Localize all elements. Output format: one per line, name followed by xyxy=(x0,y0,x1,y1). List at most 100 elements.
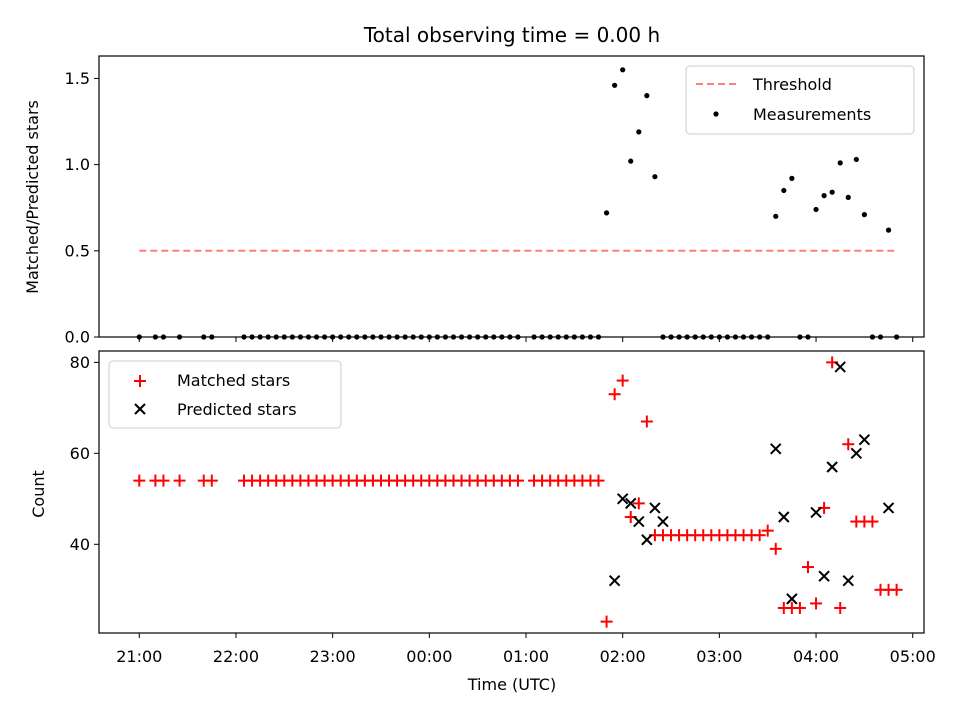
predicted-star-point xyxy=(625,497,637,510)
predicted-star-point xyxy=(810,506,822,519)
predicted-star-point-b xyxy=(842,574,854,587)
matched-star-point xyxy=(511,474,524,487)
matched-star-point xyxy=(133,474,146,487)
measurement-point xyxy=(813,206,819,213)
matched-star-point xyxy=(810,597,823,610)
count-panel: 40 60 80 21:00 22:00 23:00 00:00 01:00 02:00 03:0… xyxy=(29,350,936,694)
predicted-star-point xyxy=(649,502,661,514)
count-y-tick-label: 80 xyxy=(70,353,90,372)
count-y-tick-label: 40 xyxy=(70,535,90,554)
matched-star-point xyxy=(753,529,766,542)
predicted-star-point xyxy=(826,461,838,473)
matched-star-point xyxy=(842,438,855,451)
count-legend-box xyxy=(108,360,342,429)
predicted-star-point xyxy=(657,515,669,528)
matched-star-point xyxy=(761,524,774,537)
count-y-axis-label: Count xyxy=(29,470,48,518)
legend-measurements-label: Measurements xyxy=(753,105,871,124)
ratio-y-axis-label: Matched/Predicted stars xyxy=(23,100,42,294)
measurement-point xyxy=(885,227,892,233)
measurement-point xyxy=(644,93,650,99)
measurement-point xyxy=(612,82,618,88)
predicted-star-point xyxy=(633,515,645,528)
measurement-point xyxy=(829,189,835,195)
predicted-star-point-b xyxy=(818,570,830,582)
predicted-star-point xyxy=(834,361,846,373)
matched-star-point xyxy=(205,474,218,487)
x-tick-label: 21:00 xyxy=(116,647,162,666)
ratio-y-tick-label: 1.0 xyxy=(65,155,90,174)
x-tick-label: 05:00 xyxy=(890,647,936,666)
x-tick-label: 00:00 xyxy=(406,647,452,666)
count-legend: Matched stars Predicted stars xyxy=(108,360,342,429)
legend-measurements-swatch xyxy=(713,111,719,117)
predicted-star-point xyxy=(850,447,863,460)
measurement-point xyxy=(789,175,795,181)
predicted-star-point xyxy=(616,493,629,505)
x-tick-label: 22:00 xyxy=(213,647,259,666)
matched-star-point xyxy=(173,474,186,487)
predicted-star-point-b xyxy=(786,593,798,605)
ratio-legend-box xyxy=(685,65,915,135)
matched-star-point xyxy=(866,515,879,528)
matched-star-point xyxy=(592,474,605,487)
x-tick-label: 02:00 xyxy=(600,647,646,666)
predicted-star-point xyxy=(641,534,653,546)
matched-star-point xyxy=(801,561,814,574)
ratio-y-tick-label: 0.5 xyxy=(65,241,90,260)
measurement-point xyxy=(781,187,787,194)
predicted-star-point-b xyxy=(882,502,895,514)
legend-predicted-label: Predicted stars xyxy=(177,400,297,419)
measurement-point xyxy=(821,193,827,199)
measurement-point xyxy=(853,156,859,163)
measurement-point xyxy=(652,174,658,180)
matched-star-point xyxy=(834,601,847,614)
measurement-point xyxy=(773,213,779,219)
chart-title: Total observing time = 0.00 h xyxy=(363,23,660,47)
predicted-star-point-b xyxy=(858,433,871,446)
predicted-star-point-b xyxy=(649,502,661,514)
predicted-star-point-b xyxy=(826,461,838,473)
predicted-star-point-b xyxy=(834,361,846,373)
x-tick-label: 03:00 xyxy=(696,647,742,666)
predicted-star-point-b xyxy=(616,493,629,505)
count-ticks: 40 60 80 21:00 22:00 23:00 00:00 01:00 02:00 03:0… xyxy=(70,353,936,666)
x-axis-label: Time (UTC) xyxy=(467,675,556,694)
predicted-star-point-b xyxy=(810,506,822,519)
measurement-point xyxy=(837,160,843,166)
measurement-point xyxy=(845,194,851,200)
predicted-star-point-b xyxy=(641,534,653,546)
matched-star-point xyxy=(608,388,621,401)
matched-star-point xyxy=(600,615,613,628)
count-panel-frame xyxy=(98,350,925,634)
ratio-panel: Total observing time = 0.00 h 0.0 0.5 1.0 1… xyxy=(23,23,925,347)
ratio-y-tick-label: 1.5 xyxy=(65,69,90,88)
matched-star-point xyxy=(632,497,645,510)
ratio-legend: Threshold Measurements xyxy=(685,65,915,135)
predicted-star-point xyxy=(858,433,871,446)
x-tick-label: 01:00 xyxy=(503,647,549,666)
predicted-star-point-b xyxy=(608,574,621,587)
measurement-point xyxy=(620,67,626,73)
legend-matched-label: Matched stars xyxy=(177,371,290,390)
predicted-star-point xyxy=(778,511,790,523)
measurement-point xyxy=(861,212,867,218)
predicted-star-point-b xyxy=(633,515,645,528)
matched-star-point xyxy=(890,583,903,596)
legend-predicted-swatch xyxy=(134,403,146,415)
predicted-star-point xyxy=(786,593,798,605)
matched-star-point xyxy=(769,542,782,555)
legend-threshold-label: Threshold xyxy=(752,75,832,94)
predicted-star-point xyxy=(842,574,854,587)
predicted-star-point-b xyxy=(625,497,637,510)
predicted-star-point-b xyxy=(778,511,790,523)
ratio-panel-frame xyxy=(98,55,925,338)
ratio-marks xyxy=(136,67,900,340)
predicted-star-point xyxy=(818,570,830,582)
ratio-y-tick-label: 0.0 xyxy=(65,328,90,347)
matched-star-point xyxy=(157,474,170,487)
matched-star-point xyxy=(640,415,653,428)
legend-matched-swatch xyxy=(134,375,146,387)
x-tick-label: 04:00 xyxy=(793,647,839,666)
